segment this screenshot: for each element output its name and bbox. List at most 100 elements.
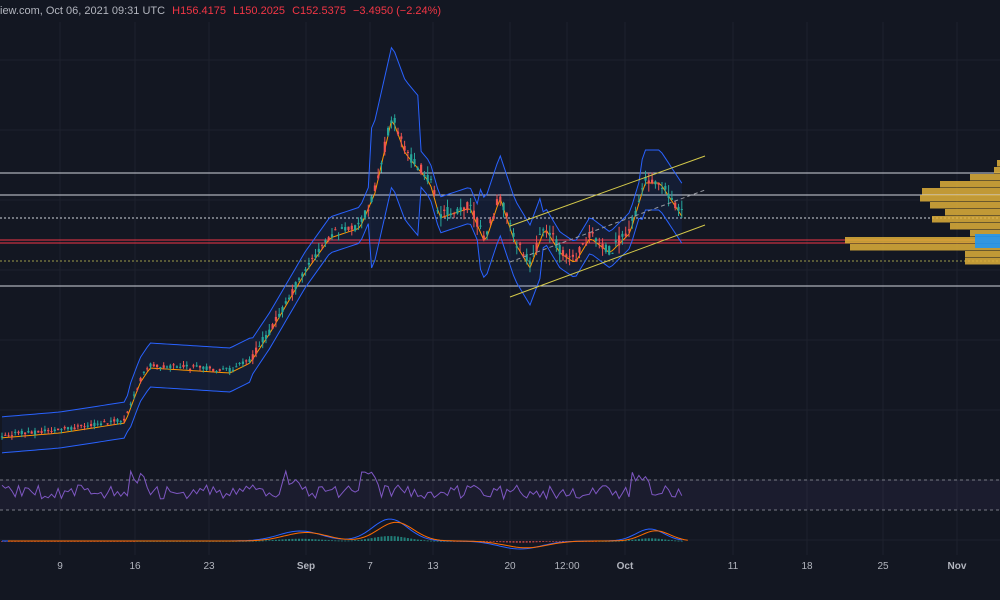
candle-body (667, 193, 670, 198)
candle-body (618, 235, 621, 246)
candle-body (96, 423, 99, 425)
candle-body (552, 233, 555, 235)
candle-body (558, 244, 561, 255)
candle-body (393, 117, 396, 123)
macd-histogram-bar (261, 540, 264, 542)
candle-body (413, 159, 416, 165)
candle-body (33, 430, 37, 435)
macd-histogram-bar (393, 536, 396, 541)
candle-body (377, 175, 380, 179)
time-axis-label: Sep (297, 561, 315, 572)
candle-body (175, 366, 178, 368)
candle-body (621, 233, 624, 237)
candle-body (456, 208, 459, 214)
candle-body (598, 242, 601, 244)
candle-body (482, 235, 485, 240)
macd-histogram-bar (357, 539, 360, 541)
candle-body (406, 151, 409, 153)
macd-histogram-bar (657, 538, 660, 541)
candle-body (169, 365, 172, 368)
macd-histogram-bar (538, 541, 541, 543)
macd-histogram-bar (301, 538, 304, 541)
macd-histogram-bar (284, 539, 287, 541)
candle-body (139, 377, 142, 382)
candle-body (156, 364, 159, 367)
lower-band (1, 186, 683, 454)
candle-body (585, 244, 588, 246)
candle-body (433, 190, 436, 195)
macd-histogram-bar (505, 541, 508, 543)
candle-body (591, 231, 594, 234)
candle-body (330, 234, 334, 237)
candle-body (80, 424, 83, 426)
candle-body (165, 366, 169, 368)
candle-body (462, 207, 466, 211)
macd-histogram-bar (298, 538, 300, 541)
rsi-pane (0, 469, 1000, 511)
candle-body (657, 182, 660, 185)
ohlc-low: L150.2025 (233, 5, 286, 17)
time-axis-label: 18 (801, 561, 813, 572)
candle-body (129, 403, 132, 405)
macd-histogram-bar (400, 536, 403, 541)
candle-body (241, 361, 244, 364)
macd-histogram-bar (634, 539, 637, 541)
upper-band (1, 46, 683, 418)
macd-histogram-bar (535, 541, 538, 543)
signal-line (8, 521, 688, 549)
candle-body (291, 289, 294, 295)
macd-histogram-bar (436, 540, 439, 542)
candle-body (604, 244, 607, 252)
candle-body (109, 420, 112, 422)
candle-body (205, 366, 208, 370)
candle-body (258, 345, 261, 347)
macd-histogram-bar (255, 540, 258, 542)
candle-body (423, 174, 426, 177)
candle-body (317, 248, 320, 252)
candle-body (545, 232, 548, 234)
candle-body (255, 347, 258, 354)
macd-histogram-bar (274, 539, 277, 541)
macd-histogram-bar (621, 540, 624, 542)
candle-body (99, 423, 103, 426)
candle-body (228, 367, 231, 373)
volume-profile-bar (932, 216, 1000, 223)
macd-histogram-bar (545, 541, 548, 542)
macd-histogram-bar (664, 539, 667, 541)
candle-body (367, 209, 370, 211)
macd-histogram-bar (496, 541, 498, 542)
candle-body (86, 425, 89, 427)
candle-body (334, 229, 337, 231)
macd-histogram-bar (637, 539, 640, 541)
macd-histogram-bar (519, 541, 522, 543)
candle-body (20, 430, 23, 435)
horizontal-levels[interactable] (0, 172, 1000, 287)
macd-histogram-bar (647, 538, 650, 541)
candle-body (202, 366, 205, 369)
candle-body (231, 369, 235, 371)
rsi-band (0, 480, 1000, 510)
macd-histogram-bar (509, 541, 512, 543)
candle-body (416, 167, 419, 170)
candle-body (403, 145, 406, 151)
macd-histogram-bar (321, 539, 324, 541)
candle-body (192, 365, 195, 367)
chart-grid (0, 22, 1000, 555)
macd-histogram-bar (347, 540, 350, 542)
ascending-channel[interactable] (509, 155, 706, 298)
volume-profile-bar (965, 258, 1000, 265)
candle-body (674, 202, 677, 209)
macd-histogram-bar (268, 540, 271, 542)
macd-histogram-bar (420, 539, 423, 541)
candle-body (502, 202, 505, 211)
candle-body (677, 206, 680, 211)
macd-histogram-bar (258, 540, 261, 542)
macd-histogram-bar (651, 538, 654, 541)
candle-body (304, 269, 307, 272)
macd-histogram-bar (542, 541, 545, 542)
candle-body (439, 214, 442, 219)
macd-histogram-bar (624, 540, 627, 542)
candle-body (390, 120, 393, 124)
candle-body (215, 371, 218, 373)
